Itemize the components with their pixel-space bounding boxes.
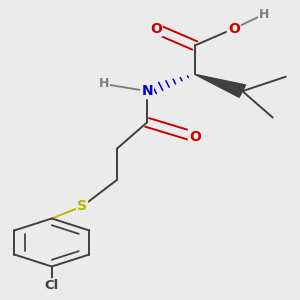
Text: O: O xyxy=(189,130,201,144)
Text: N: N xyxy=(141,84,153,98)
Text: S: S xyxy=(77,200,87,214)
Polygon shape xyxy=(195,74,246,97)
Text: O: O xyxy=(228,22,240,36)
Text: Cl: Cl xyxy=(45,279,59,292)
Text: H: H xyxy=(99,77,109,90)
Text: O: O xyxy=(150,22,162,36)
Text: H: H xyxy=(259,8,269,21)
